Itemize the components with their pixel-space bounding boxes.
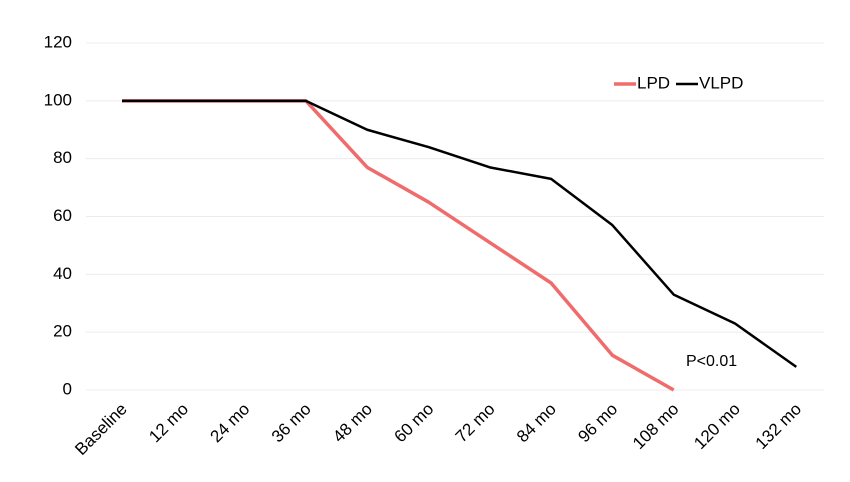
x-tick-label: 72 mo <box>452 399 499 446</box>
y-tick-label: 40 <box>53 264 72 283</box>
x-tick-label: 12 mo <box>145 399 192 446</box>
y-tick-label: 80 <box>53 148 72 167</box>
legend: LPD VLPD <box>614 73 743 92</box>
x-tick-label: 48 mo <box>329 399 376 446</box>
x-tick-label: 108 mo <box>629 399 683 453</box>
legend-label-vlpd: VLPD <box>699 73 743 92</box>
legend-label-lpd: LPD <box>637 73 670 92</box>
y-tick-label: 0 <box>63 379 72 398</box>
x-tick-label: 36 mo <box>268 399 315 446</box>
y-tick-label: 100 <box>44 90 72 109</box>
y-tick-label: 20 <box>53 322 72 341</box>
x-tick-label: Baseline <box>71 399 131 459</box>
p-value-annotation: P<0.01 <box>686 353 737 370</box>
x-tick-label: 132 mo <box>752 399 806 453</box>
y-tick-label: 60 <box>53 206 72 225</box>
x-tick-label: 24 mo <box>207 399 254 446</box>
y-tick-label: 120 <box>44 32 72 51</box>
y-axis-ticks: 0 20 40 60 80 100 120 <box>44 32 72 398</box>
series-lines <box>122 99 798 392</box>
series-line-lpd <box>122 99 675 392</box>
x-tick-label: 60 mo <box>390 399 437 446</box>
x-tick-label: 84 mo <box>513 399 560 446</box>
gridlines <box>86 42 824 391</box>
x-tick-label: 120 mo <box>690 399 744 453</box>
series-line-vlpd <box>122 99 798 368</box>
x-axis-ticks: Baseline 12 mo 24 mo 36 mo 48 mo 60 mo 72 mo 84… <box>71 399 805 459</box>
x-tick-label: 96 mo <box>574 399 621 446</box>
